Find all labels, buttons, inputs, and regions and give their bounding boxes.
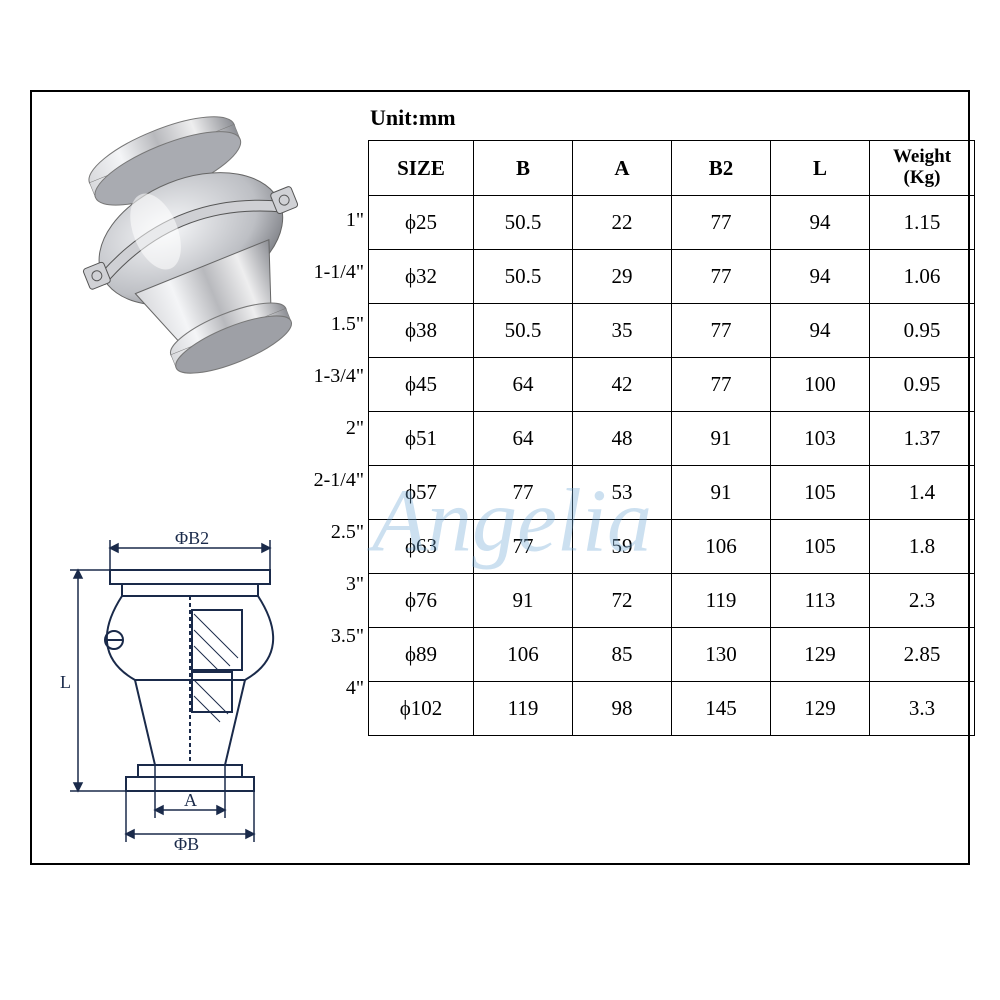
row-label: 2" xyxy=(292,402,364,454)
row-label: 2.5" xyxy=(292,506,364,558)
cell-w: 1.06 xyxy=(870,250,975,304)
cell-b: 91 xyxy=(474,574,573,628)
cell-w: 0.95 xyxy=(870,358,975,412)
row-labels-column: 1" 1-1/4" 1.5" 1-3/4" 2" 2-1/4" 2.5" 3" … xyxy=(292,194,364,714)
cell-b2: 77 xyxy=(672,196,771,250)
cell-l: 100 xyxy=(771,358,870,412)
table-row: ϕ2550.52277941.15 xyxy=(369,196,975,250)
cell-a: 42 xyxy=(573,358,672,412)
cell-size: ϕ45 xyxy=(369,358,474,412)
cell-size: ϕ32 xyxy=(369,250,474,304)
cell-size: ϕ63 xyxy=(369,520,474,574)
dim-label-b2: ΦB2 xyxy=(175,530,209,548)
row-label: 1-1/4" xyxy=(292,246,364,298)
cell-a: 85 xyxy=(573,628,672,682)
cell-b2: 106 xyxy=(672,520,771,574)
th-b: B xyxy=(474,141,573,196)
cell-w: 3.3 xyxy=(870,682,975,736)
cell-w: 1.4 xyxy=(870,466,975,520)
cell-b2: 91 xyxy=(672,412,771,466)
cell-b2: 77 xyxy=(672,304,771,358)
cell-b: 50.5 xyxy=(474,304,573,358)
cell-a: 35 xyxy=(573,304,672,358)
cell-b2: 145 xyxy=(672,682,771,736)
table-row: ϕ516448911031.37 xyxy=(369,412,975,466)
cell-l: 94 xyxy=(771,196,870,250)
row-label: 1" xyxy=(292,194,364,246)
table-row: ϕ7691721191132.3 xyxy=(369,574,975,628)
cell-l: 113 xyxy=(771,574,870,628)
row-label: 3" xyxy=(292,558,364,610)
row-label: 1.5" xyxy=(292,298,364,350)
cell-w: 1.15 xyxy=(870,196,975,250)
th-size: SIZE xyxy=(369,141,474,196)
table-row: ϕ3250.52977941.06 xyxy=(369,250,975,304)
dim-label-a: A xyxy=(184,790,197,810)
cell-w: 0.95 xyxy=(870,304,975,358)
cell-b2: 91 xyxy=(672,466,771,520)
cell-b: 119 xyxy=(474,682,573,736)
cell-b: 64 xyxy=(474,358,573,412)
cell-b2: 77 xyxy=(672,250,771,304)
cell-b: 64 xyxy=(474,412,573,466)
cell-w: 1.8 xyxy=(870,520,975,574)
spec-table: SIZE B A B2 L Weight(Kg) ϕ2550.52277941.… xyxy=(368,140,975,736)
cell-b2: 130 xyxy=(672,628,771,682)
th-a: A xyxy=(573,141,672,196)
cell-b: 77 xyxy=(474,466,573,520)
table-row: ϕ456442771000.95 xyxy=(369,358,975,412)
cell-b: 106 xyxy=(474,628,573,682)
cell-l: 105 xyxy=(771,466,870,520)
table-row: ϕ89106851301292.85 xyxy=(369,628,975,682)
dim-label-b: ΦB xyxy=(174,834,199,850)
cell-w: 1.37 xyxy=(870,412,975,466)
cell-a: 48 xyxy=(573,412,672,466)
cell-a: 59 xyxy=(573,520,672,574)
cell-a: 22 xyxy=(573,196,672,250)
cell-a: 98 xyxy=(573,682,672,736)
cell-b2: 77 xyxy=(672,358,771,412)
cell-l: 129 xyxy=(771,682,870,736)
cell-size: ϕ51 xyxy=(369,412,474,466)
table-header-row: SIZE B A B2 L Weight(Kg) xyxy=(369,141,975,196)
table-row: ϕ3850.53577940.95 xyxy=(369,304,975,358)
row-label: 2-1/4" xyxy=(292,454,364,506)
cell-l: 94 xyxy=(771,250,870,304)
th-l: L xyxy=(771,141,870,196)
cell-l: 129 xyxy=(771,628,870,682)
cell-l: 105 xyxy=(771,520,870,574)
cell-a: 53 xyxy=(573,466,672,520)
cell-l: 103 xyxy=(771,412,870,466)
cell-size: ϕ76 xyxy=(369,574,474,628)
cell-size: ϕ102 xyxy=(369,682,474,736)
cell-b: 77 xyxy=(474,520,573,574)
th-b2: B2 xyxy=(672,141,771,196)
unit-label: Unit:mm xyxy=(370,105,456,131)
cell-a: 29 xyxy=(573,250,672,304)
cell-size: ϕ89 xyxy=(369,628,474,682)
cell-b2: 119 xyxy=(672,574,771,628)
cell-b: 50.5 xyxy=(474,250,573,304)
table-row: ϕ102119981451293.3 xyxy=(369,682,975,736)
table-row: ϕ577753911051.4 xyxy=(369,466,975,520)
cell-size: ϕ25 xyxy=(369,196,474,250)
cell-l: 94 xyxy=(771,304,870,358)
row-label: 4" xyxy=(292,662,364,714)
row-label: 3.5" xyxy=(292,610,364,662)
technical-drawing: ΦB2 L A ΦB xyxy=(60,530,320,850)
cell-size: ϕ38 xyxy=(369,304,474,358)
table-row: ϕ6377591061051.8 xyxy=(369,520,975,574)
cell-a: 72 xyxy=(573,574,672,628)
cell-size: ϕ57 xyxy=(369,466,474,520)
cell-w: 2.3 xyxy=(870,574,975,628)
th-weight: Weight(Kg) xyxy=(870,141,975,196)
cell-b: 50.5 xyxy=(474,196,573,250)
row-label: 1-3/4" xyxy=(292,350,364,402)
cell-w: 2.85 xyxy=(870,628,975,682)
dim-label-l: L xyxy=(60,672,71,692)
